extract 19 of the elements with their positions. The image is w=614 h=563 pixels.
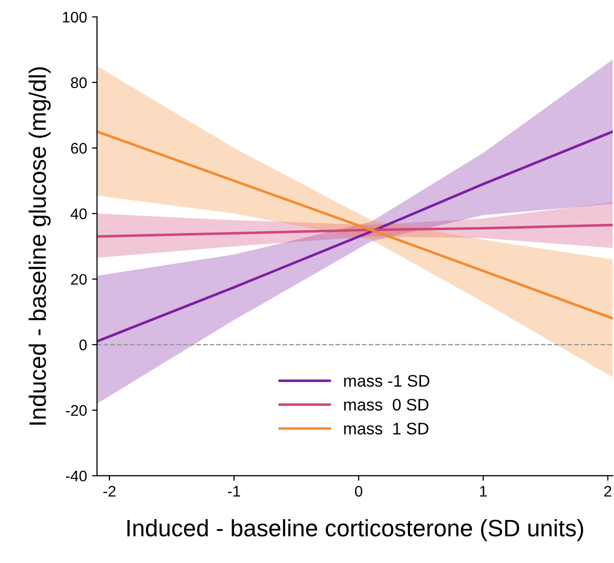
- line-series: [97, 224, 613, 238]
- x-tick-label: 2: [604, 486, 612, 497]
- y-tick-label: -20: [66, 405, 87, 416]
- y-tick-label: 100: [62, 12, 87, 23]
- legend-label: mass 1 SD: [344, 422, 428, 434]
- legend-label: mass -1 SD: [344, 374, 430, 387]
- y-tick-label: 40: [70, 208, 87, 220]
- y-tick-label: 60: [71, 142, 87, 154]
- x-tick-label: -2: [103, 486, 116, 497]
- legend-label: mass 0 SD: [344, 398, 428, 411]
- y-tick-label: 0: [79, 340, 87, 350]
- y-axis-title: Induced - baseline glucose (mg/dl): [28, 67, 51, 425]
- y-tick-label: 20: [71, 274, 87, 285]
- x-tick-label: -1: [228, 486, 240, 497]
- y-tick-label: 80: [70, 77, 87, 88]
- y-tick-label: -40: [66, 470, 87, 482]
- x-tick-label: 0: [354, 486, 362, 497]
- x-tick-label: 1: [480, 486, 487, 497]
- x-axis-title: Induced - baseline corticosterone (SD units): [127, 519, 584, 542]
